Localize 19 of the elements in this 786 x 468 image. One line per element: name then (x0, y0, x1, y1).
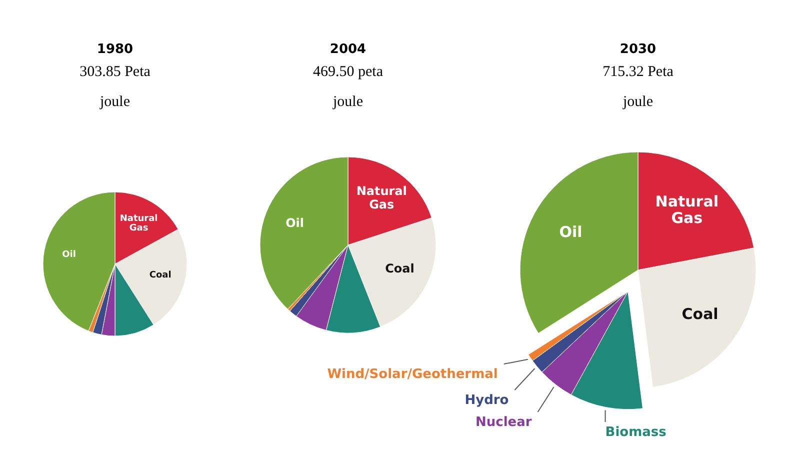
chart-title: 1980 (96, 42, 134, 57)
chart-subtitle: 303.85 Peta joule (80, 64, 151, 110)
chart-subtitle: 715.32 Peta joule (602, 64, 674, 110)
slice-label: Coal (149, 271, 172, 282)
chart-title: 2004 (330, 42, 366, 57)
chart-subtitle: 469.50 peta joule (313, 64, 384, 110)
slice-label: Biomass (605, 425, 667, 440)
chart-title: 2030 (620, 42, 656, 57)
slice-label: Natural Gas (356, 184, 407, 212)
slice-label: Oil (62, 250, 76, 261)
slice-label: Coal (682, 305, 718, 324)
slice-label: Hydro (464, 393, 509, 408)
slice-label: Natural Gas (120, 214, 158, 234)
slice-label: Oil (559, 223, 582, 242)
slice-label: Oil (286, 216, 304, 230)
slice-label: Natural Gas (655, 192, 718, 228)
slice-label: Nuclear (475, 415, 532, 430)
slice-label: Coal (385, 262, 414, 276)
slice-label: Wind/Solar/Geothermal (327, 367, 498, 382)
